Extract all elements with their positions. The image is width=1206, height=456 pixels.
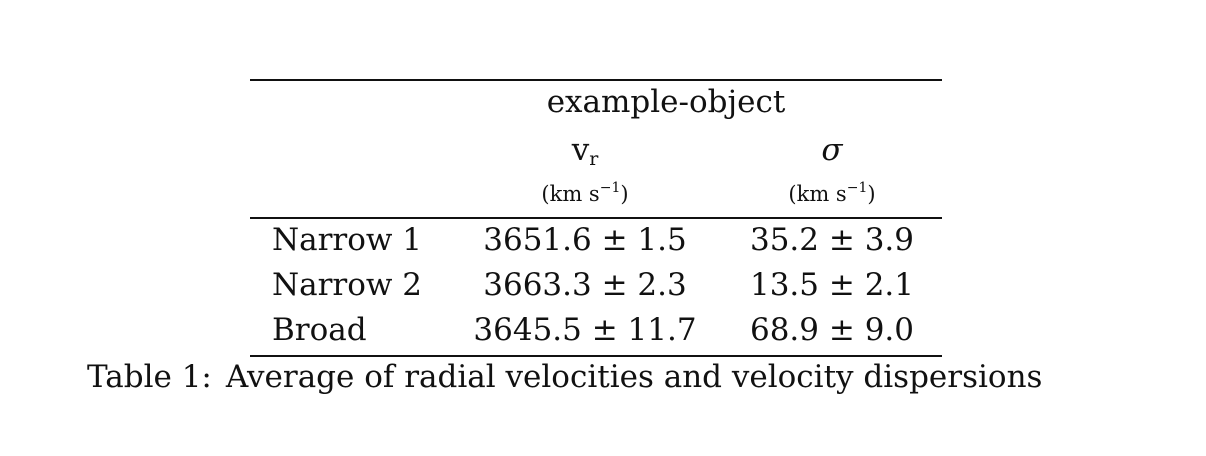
- cell-sigma-broad: 68.9 ± 9.0: [749, 312, 914, 348]
- unit-sigma-exp: −1: [846, 180, 868, 196]
- cell-vr-broad: 3645.5 ± 11.7: [473, 312, 697, 348]
- unit-vr-base: (km s: [541, 182, 600, 206]
- unit-vr-close: ): [620, 182, 629, 206]
- unit-sigma: (km s−1): [720, 181, 944, 205]
- unit-vr-exp: −1: [599, 180, 621, 196]
- table-caption: Table 1: Average of radial velocities and…: [87, 362, 1042, 393]
- vr-symbol: v: [571, 132, 590, 168]
- unit-sigma-close: ): [867, 182, 876, 206]
- caption-text: Average of radial velocities and velocit…: [225, 359, 1043, 395]
- object-name-header: example-object: [546, 84, 786, 120]
- row-label-narrow-1: Narrow 1: [272, 222, 423, 258]
- cell-vr-narrow-1: 3651.6 ± 1.5: [483, 222, 687, 258]
- table-bottom-rule: [250, 355, 942, 357]
- cell-sigma-narrow-2: 13.5 ± 2.1: [749, 267, 914, 303]
- unit-vr: (km s−1): [470, 181, 700, 205]
- row-label-narrow-2: Narrow 2: [272, 267, 423, 303]
- table-header-rule: [250, 217, 942, 219]
- column-header-vr: vr: [470, 135, 700, 169]
- unit-sigma-base: (km s: [788, 182, 847, 206]
- caption-label: Table 1:: [87, 359, 212, 395]
- column-header-sigma: σ: [821, 132, 843, 168]
- cell-vr-narrow-2: 3663.3 ± 2.3: [483, 267, 687, 303]
- cell-sigma-narrow-1: 35.2 ± 3.9: [749, 222, 914, 258]
- row-label-broad: Broad: [272, 312, 367, 348]
- table-top-rule: [250, 79, 942, 81]
- vr-subscript: r: [589, 148, 599, 170]
